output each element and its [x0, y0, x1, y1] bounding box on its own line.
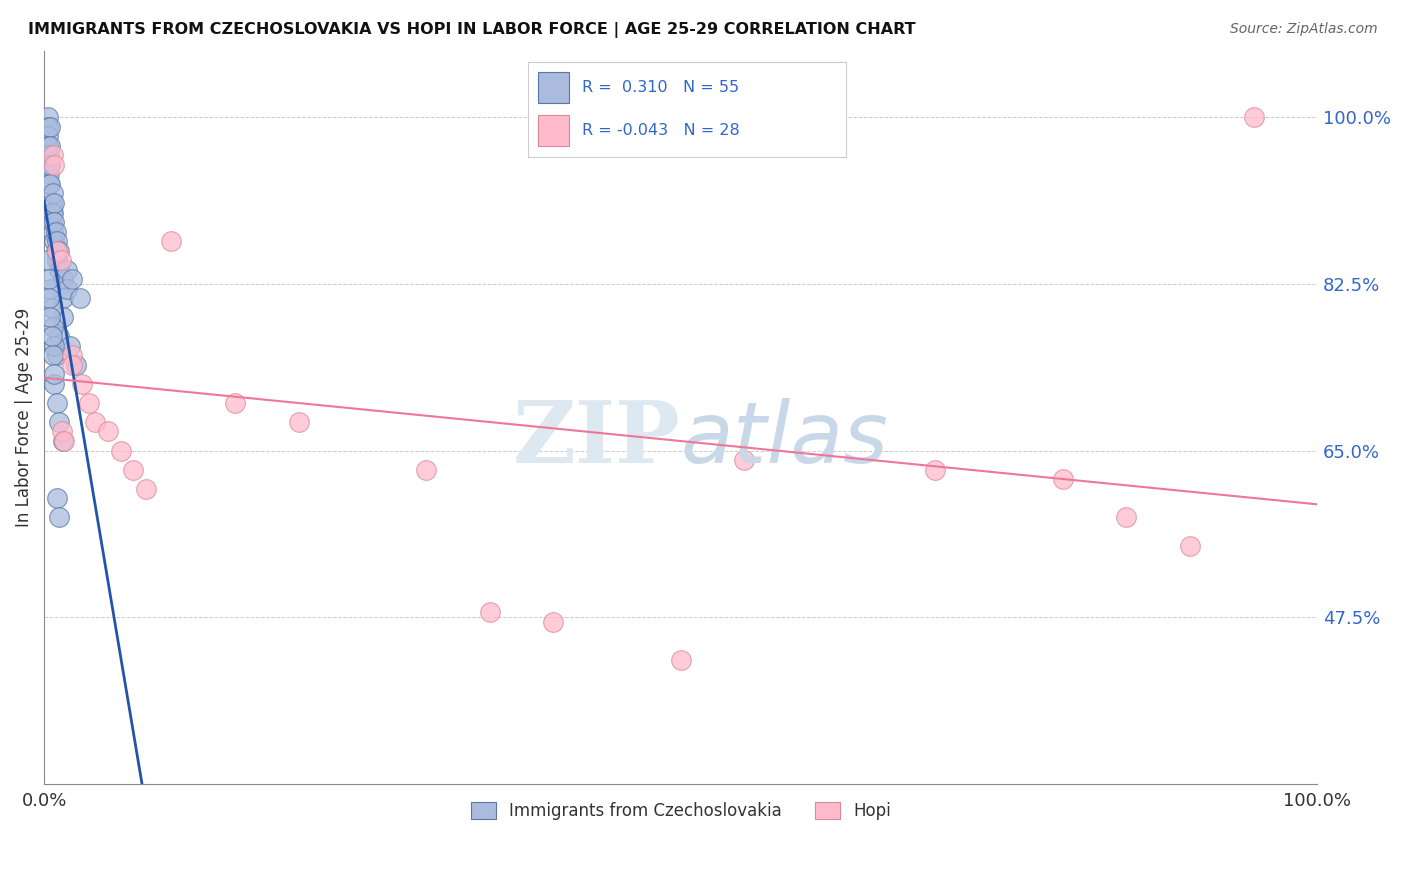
- Point: [44, 376, 66, 391]
- Point: [669, 653, 692, 667]
- Point: [37, 139, 59, 153]
- Point: [44, 368, 66, 382]
- Point: [45, 244, 67, 258]
- Point: [122, 462, 145, 476]
- Point: [41, 196, 63, 211]
- Point: [224, 396, 246, 410]
- Point: [42, 348, 65, 362]
- Point: [48, 510, 70, 524]
- Point: [1115, 510, 1137, 524]
- Point: [37, 111, 59, 125]
- Point: [37, 129, 59, 144]
- Point: [160, 234, 183, 248]
- Point: [38, 291, 60, 305]
- Point: [39, 120, 62, 134]
- Point: [51, 425, 73, 439]
- Point: [110, 443, 132, 458]
- Point: [45, 225, 67, 239]
- Point: [58, 339, 80, 353]
- Point: [97, 425, 120, 439]
- Point: [42, 319, 65, 334]
- Point: [60, 272, 83, 286]
- Point: [48, 415, 70, 429]
- Point: [415, 462, 437, 476]
- Point: [44, 234, 66, 248]
- Point: [52, 310, 75, 325]
- Point: [52, 272, 75, 286]
- Point: [1052, 472, 1074, 486]
- Point: [45, 491, 67, 505]
- Point: [478, 606, 501, 620]
- Point: [288, 415, 311, 429]
- Point: [60, 358, 83, 372]
- Point: [1243, 111, 1265, 125]
- Y-axis label: In Labor Force | Age 25-29: In Labor Force | Age 25-29: [15, 308, 32, 527]
- Point: [38, 272, 60, 286]
- Point: [52, 291, 75, 305]
- Point: [924, 462, 946, 476]
- Point: [41, 301, 63, 315]
- Point: [65, 358, 87, 372]
- Point: [39, 310, 62, 325]
- Point: [135, 482, 157, 496]
- Point: [39, 177, 62, 191]
- Point: [44, 196, 66, 211]
- Point: [543, 615, 565, 629]
- Point: [41, 215, 63, 229]
- Text: IMMIGRANTS FROM CZECHOSLOVAKIA VS HOPI IN LABOR FORCE | AGE 25-29 CORRELATION CH: IMMIGRANTS FROM CZECHOSLOVAKIA VS HOPI I…: [28, 22, 915, 38]
- Point: [38, 168, 60, 182]
- Point: [44, 215, 66, 229]
- Legend: Immigrants from Czechoslovakia, Hopi: Immigrants from Czechoslovakia, Hopi: [464, 795, 897, 827]
- Point: [39, 282, 62, 296]
- Point: [45, 244, 67, 258]
- Point: [60, 348, 83, 362]
- Point: [38, 148, 60, 162]
- Point: [69, 291, 91, 305]
- Point: [72, 376, 94, 391]
- Text: atlas: atlas: [681, 398, 889, 481]
- Point: [733, 453, 755, 467]
- Point: [39, 158, 62, 172]
- Point: [44, 158, 66, 172]
- Point: [45, 348, 67, 362]
- Point: [42, 205, 65, 219]
- Point: [45, 253, 67, 268]
- Point: [84, 415, 107, 429]
- Point: [38, 177, 60, 191]
- Text: ZIP: ZIP: [513, 397, 681, 481]
- Point: [48, 329, 70, 343]
- Point: [41, 205, 63, 219]
- Point: [44, 339, 66, 353]
- Point: [42, 148, 65, 162]
- Point: [56, 262, 79, 277]
- Point: [48, 262, 70, 277]
- Point: [38, 158, 60, 172]
- Point: [1178, 539, 1201, 553]
- Text: Source: ZipAtlas.com: Source: ZipAtlas.com: [1230, 22, 1378, 37]
- Point: [49, 253, 72, 268]
- Point: [56, 282, 79, 296]
- Point: [53, 434, 76, 448]
- Point: [77, 396, 100, 410]
- Point: [45, 234, 67, 248]
- Point: [48, 244, 70, 258]
- Point: [37, 253, 59, 268]
- Point: [39, 139, 62, 153]
- Point: [45, 396, 67, 410]
- Point: [37, 120, 59, 134]
- Point: [42, 225, 65, 239]
- Point: [42, 186, 65, 201]
- Point: [41, 329, 63, 343]
- Point: [52, 434, 75, 448]
